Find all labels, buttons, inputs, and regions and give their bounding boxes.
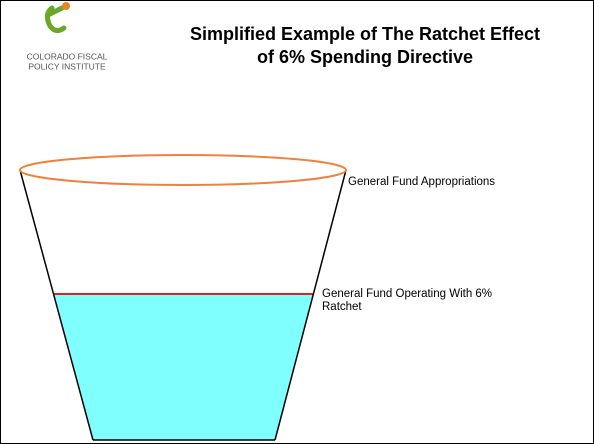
label: General Fund Operating With 6%	[322, 288, 492, 300]
label: Ratchet	[322, 301, 362, 313]
title: of 6% Spending Directive	[257, 47, 473, 67]
slide: COLORADO FISCAL POLICY INSTITUTE Simplif…	[0, 0, 594, 444]
logo-text: POLICY INSTITUTE	[28, 61, 106, 71]
title: Simplified Example of The Ratchet Effect	[190, 24, 540, 44]
logo-head	[62, 2, 70, 10]
logo-text: COLORADO FISCAL	[27, 51, 108, 61]
water	[54, 294, 314, 440]
label: General Fund Appropriations	[348, 176, 495, 188]
